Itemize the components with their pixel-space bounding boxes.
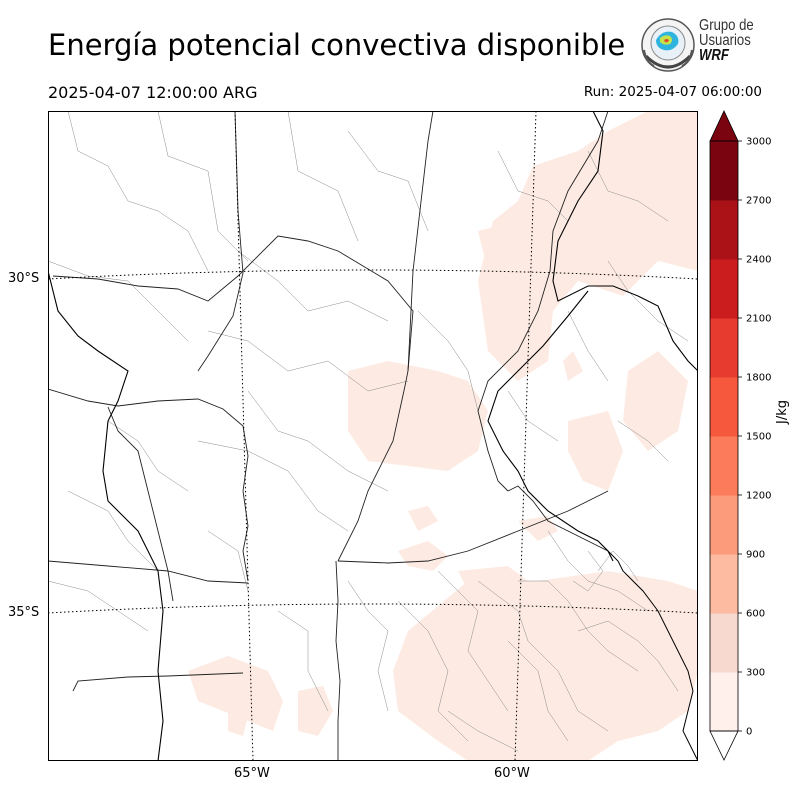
cape-shading [188,111,698,761]
colorbar-tick-label: 0 [746,727,752,738]
graticule [48,111,698,761]
colorbar-tick-label: 600 [746,609,765,620]
colorbar-tick-label: 2400 [746,255,771,266]
province-boundaries [48,111,698,761]
cape-map [48,111,698,761]
colorbar: 0 300 600 900 1200 1500 1800 2100 2400 2700 3000 [709,110,771,761]
logo-line-3: WRF [699,47,729,64]
lat-label-30s: 30°S [8,271,40,286]
coastline [607,550,698,761]
colorbar-tick-label: 300 [746,668,765,679]
colorbar-ticks: 0 300 600 900 1200 1500 1800 2100 2400 2700 3000 [738,137,771,738]
colorbar-segment [710,200,738,260]
colorbar-min-arrow [709,730,739,761]
colorbar-tick-label: 900 [746,550,765,561]
logo-line-2: Usuarios [699,32,751,49]
page-title: Energía potencial convectiva disponible [48,28,626,62]
colorbar-unit-label: J/kg [775,400,790,424]
colorbar-tick-label: 3000 [746,137,771,148]
colorbar-max-arrow [709,110,739,142]
run-time: Run: 2025-04-07 06:00:00 [583,84,762,100]
lon-label-65w: 65°W [234,766,270,781]
map-frame [48,111,698,761]
colorbar-tick-label: 1200 [746,491,771,502]
colorbar-segment [710,672,738,732]
colorbar-tick-label: 2700 [746,196,771,207]
colorbar-segment [710,141,738,201]
colorbar-tick-label: 1500 [746,432,771,443]
colorbar-segment [710,436,738,496]
lat-label-35s: 35°S [8,605,40,620]
department-boundaries [48,111,689,752]
colorbar-segment [710,554,738,614]
colorbar-segments [710,141,738,732]
colorbar-segment [710,259,738,319]
colorbar-segment [710,613,738,673]
valid-time: 2025-04-07 12:00:00 ARG [48,83,258,102]
wrf-users-logo: Grupo de Usuarios WRF [638,16,768,74]
lon-label-60w: 60°W [494,766,530,781]
globe-seal-icon [641,18,695,72]
colorbar-segment [710,495,738,555]
colorbar-tick-label: 2100 [746,314,771,325]
colorbar-segment [710,377,738,437]
colorbar-segment [710,318,738,378]
colorbar-tick-label: 1800 [746,373,771,384]
country-borders [48,111,698,761]
logo-line-1: Grupo de [699,17,754,34]
